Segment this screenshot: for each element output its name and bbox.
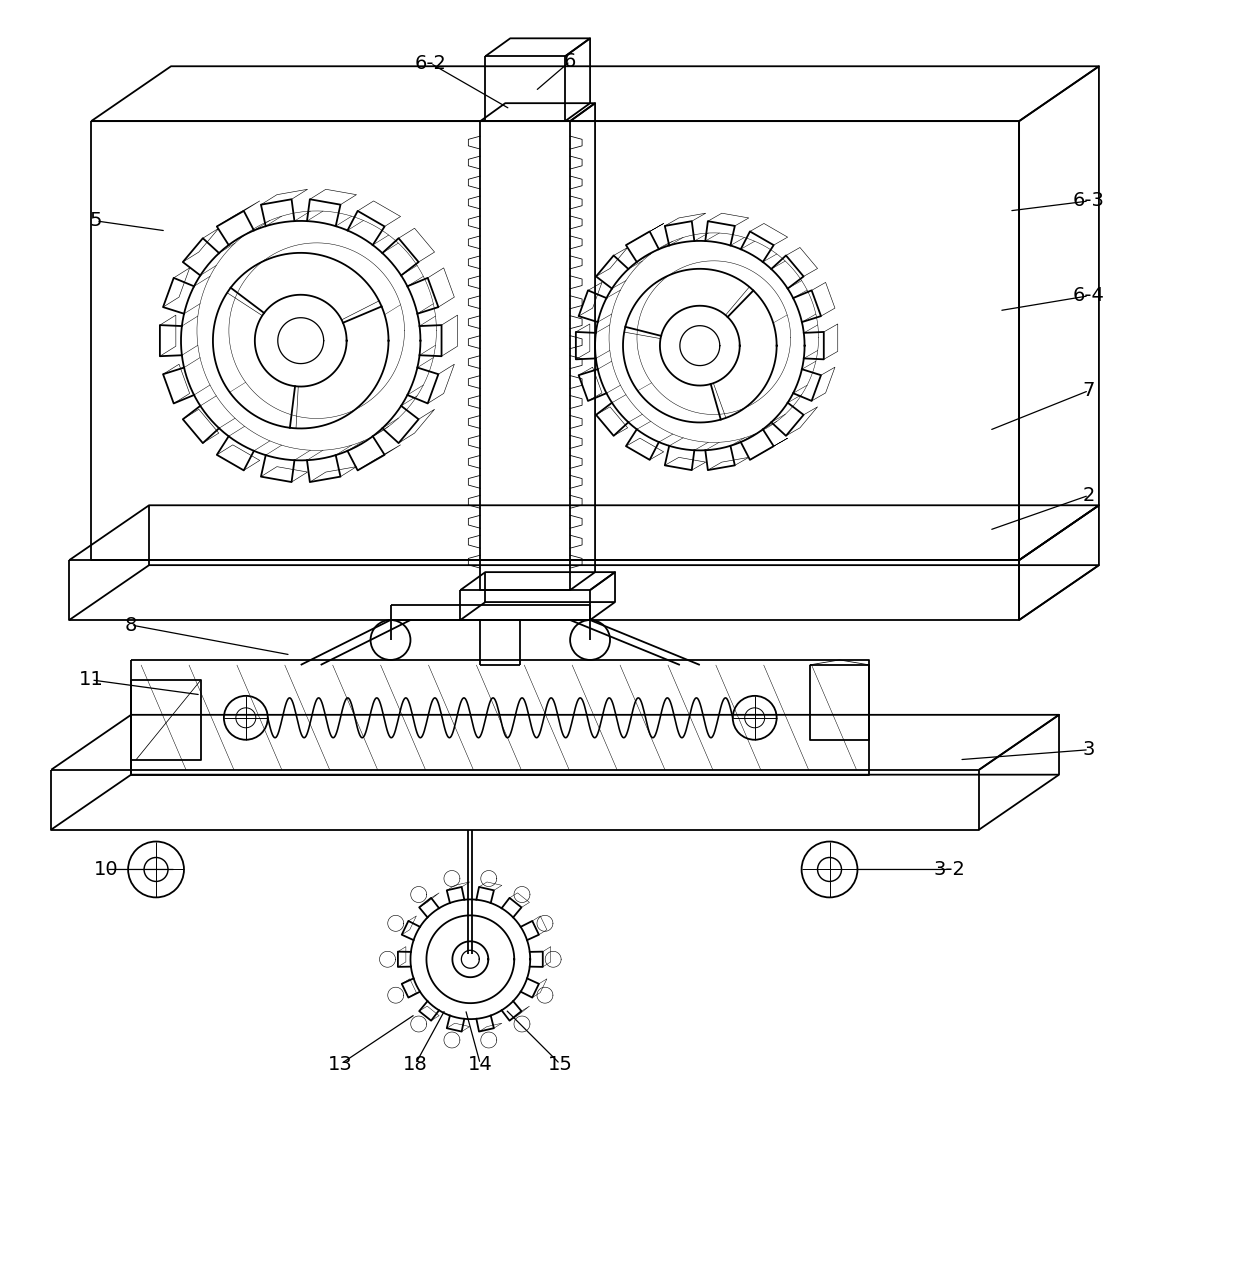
Text: 10: 10 (94, 860, 119, 879)
Text: 11: 11 (79, 671, 104, 690)
Text: 6-3: 6-3 (1073, 192, 1105, 211)
Text: 18: 18 (403, 1054, 428, 1073)
Text: 8: 8 (125, 615, 138, 634)
Text: 3: 3 (1083, 740, 1095, 759)
Text: 6-4: 6-4 (1073, 286, 1105, 305)
Text: 15: 15 (548, 1054, 573, 1073)
Text: 6: 6 (564, 52, 577, 71)
Text: 13: 13 (329, 1054, 353, 1073)
Text: 3-2: 3-2 (934, 860, 965, 879)
Text: 14: 14 (467, 1054, 492, 1073)
Text: 7: 7 (1083, 381, 1095, 400)
Text: 5: 5 (91, 212, 103, 231)
Text: 2: 2 (1083, 485, 1095, 504)
Text: 6-2: 6-2 (414, 54, 446, 73)
